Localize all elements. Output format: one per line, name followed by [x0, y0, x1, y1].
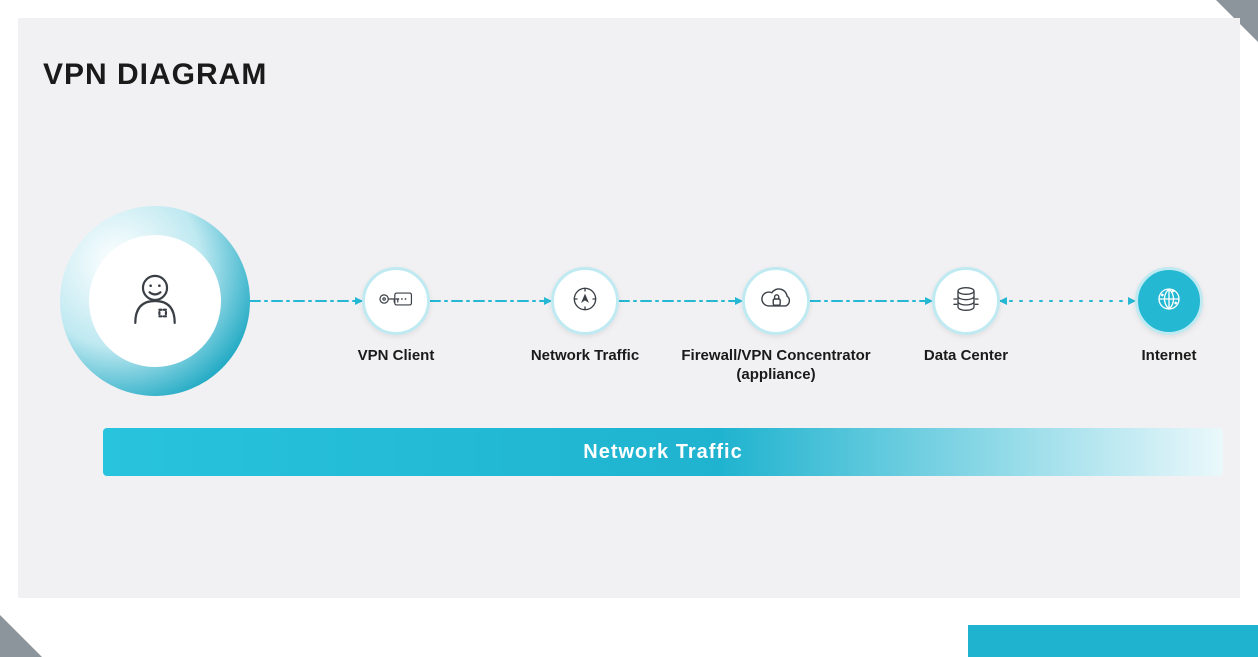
network-traffic-banner: Network Traffic [103, 428, 1223, 476]
node-vpnclient [362, 267, 430, 335]
corner-triangle-bottom-left [0, 615, 42, 657]
content-panel: VPN DIAGRAM VPN ClientNetwork TrafficFir… [18, 18, 1240, 598]
node-label-internet: Internet [1069, 347, 1258, 366]
stage: VPN DIAGRAM VPN ClientNetwork TrafficFir… [0, 0, 1258, 657]
node-label-datacenter: Data Center [866, 347, 1066, 366]
node-nettraffic [551, 267, 619, 335]
node-label-firewall: Firewall/VPN Concentrator (appliance) [676, 347, 876, 385]
node-label-vpnclient: VPN Client [296, 347, 496, 366]
node-internet [1135, 267, 1203, 335]
node-firewall [742, 267, 810, 335]
node-label-nettraffic: Network Traffic [485, 347, 685, 366]
key-icon [377, 286, 415, 317]
node-datacenter [932, 267, 1000, 335]
node-user [60, 206, 250, 396]
globe-icon [1153, 283, 1185, 320]
compass-icon [569, 283, 601, 320]
banner-label: Network Traffic [583, 441, 742, 464]
user-icon [89, 235, 221, 367]
servers-icon [950, 283, 982, 320]
bottom-accent-bar [968, 625, 1258, 657]
cloudlock-icon [758, 285, 794, 318]
